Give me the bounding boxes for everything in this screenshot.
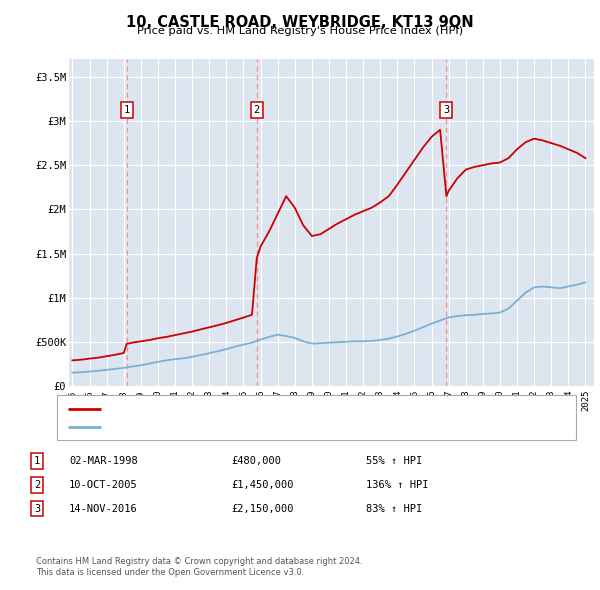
Text: 10-OCT-2005: 10-OCT-2005 (69, 480, 138, 490)
Text: 10, CASTLE ROAD, WEYBRIDGE, KT13 9QN: 10, CASTLE ROAD, WEYBRIDGE, KT13 9QN (126, 15, 474, 30)
Text: Price paid vs. HM Land Registry's House Price Index (HPI): Price paid vs. HM Land Registry's House … (137, 26, 463, 36)
Text: 2: 2 (34, 480, 40, 490)
Text: 3: 3 (443, 105, 449, 114)
Text: 10, CASTLE ROAD, WEYBRIDGE, KT13 9QN (detached house): 10, CASTLE ROAD, WEYBRIDGE, KT13 9QN (de… (108, 404, 410, 414)
Text: 14-NOV-2016: 14-NOV-2016 (69, 504, 138, 513)
Text: 83% ↑ HPI: 83% ↑ HPI (366, 504, 422, 513)
Text: HPI: Average price, detached house, Elmbridge: HPI: Average price, detached house, Elmb… (108, 422, 343, 432)
Text: 1: 1 (34, 457, 40, 466)
Text: £2,150,000: £2,150,000 (231, 504, 293, 513)
Text: This data is licensed under the Open Government Licence v3.0.: This data is licensed under the Open Gov… (36, 568, 304, 577)
Text: 55% ↑ HPI: 55% ↑ HPI (366, 457, 422, 466)
Text: 02-MAR-1998: 02-MAR-1998 (69, 457, 138, 466)
Text: £1,450,000: £1,450,000 (231, 480, 293, 490)
Text: Contains HM Land Registry data © Crown copyright and database right 2024.: Contains HM Land Registry data © Crown c… (36, 558, 362, 566)
Text: £480,000: £480,000 (231, 457, 281, 466)
Text: 136% ↑ HPI: 136% ↑ HPI (366, 480, 428, 490)
Text: 3: 3 (34, 504, 40, 513)
Text: 2: 2 (254, 105, 260, 114)
Text: 1: 1 (124, 105, 130, 114)
